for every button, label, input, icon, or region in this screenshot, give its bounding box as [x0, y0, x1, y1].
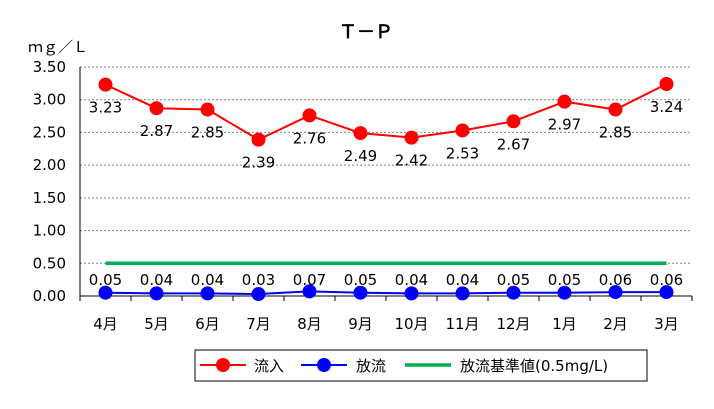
x-tick-label: 7月	[246, 315, 271, 333]
data-point-0	[404, 130, 419, 145]
x-tick-label: 12月	[496, 315, 530, 333]
grid-lines	[80, 66, 692, 264]
data-point-0	[506, 114, 521, 129]
data-point-0	[200, 102, 215, 117]
y-tick-label: 2.00	[33, 156, 66, 174]
data-label: 2.39	[242, 154, 275, 172]
y-tick-label: 0.00	[33, 287, 66, 305]
data-point-0	[251, 132, 266, 147]
x-tick-label: 9月	[348, 315, 373, 333]
data-point-1	[557, 285, 572, 300]
data-label: 2.87	[140, 122, 173, 140]
legend-label: 流入	[254, 357, 284, 375]
y-tick-label: 1.50	[33, 189, 66, 207]
data-labels: 3.23 2.87 2.85 2.39 2.76 2.49 2.42 2.53 2.67 2.97…	[89, 98, 683, 289]
y-tick-label: 1.00	[33, 222, 66, 240]
y-tick-label: 0.50	[33, 254, 66, 272]
legend: 流入 放流 放流基準値(0.5mg/L)	[194, 349, 648, 382]
x-tick-label: 11月	[445, 315, 479, 333]
x-tick-label: 2月	[603, 315, 628, 333]
data-label: 0.06	[599, 271, 632, 289]
data-label: 0.07	[293, 271, 326, 289]
x-tick-label: 1月	[552, 315, 577, 333]
data-point-1	[98, 285, 113, 300]
x-axis-ticks: 4月 5月 6月 7月 8月 9月 10月 11月 12月 1月 2月 3月	[79, 296, 693, 333]
data-label: 2.76	[293, 129, 326, 147]
y-tick-label: 3.50	[33, 58, 66, 76]
data-point-0	[455, 123, 470, 138]
series-line-0	[105, 83, 667, 141]
y-tick-label: 3.00	[33, 91, 66, 109]
data-point-0	[659, 77, 674, 92]
x-tick-label: 6月	[195, 315, 220, 333]
data-label: 0.04	[395, 271, 428, 289]
data-point-1	[404, 286, 419, 301]
data-point-1	[659, 285, 674, 300]
x-tick-label: 10月	[394, 315, 428, 333]
data-label: 2.67	[497, 135, 530, 153]
data-label: 0.05	[89, 271, 122, 289]
data-label: 2.85	[191, 124, 224, 142]
data-point-1	[200, 286, 215, 301]
axes	[79, 67, 692, 297]
legend-swatch-marker	[317, 358, 331, 372]
data-label: 2.53	[446, 144, 479, 162]
data-label: 2.49	[344, 147, 377, 165]
x-tick-label: 8月	[297, 315, 322, 333]
data-point-1	[251, 287, 266, 302]
legend-swatch-marker	[216, 358, 230, 372]
data-point-0	[557, 94, 572, 109]
data-label: 0.04	[191, 271, 224, 289]
data-label: 0.04	[446, 271, 479, 289]
data-point-0	[302, 108, 317, 123]
data-label: 2.85	[599, 124, 632, 142]
data-point-1	[302, 284, 317, 299]
y-axis-ticks: 0.00 0.50 1.00 1.50 2.00 2.50 3.00 3.50	[33, 58, 66, 305]
data-label: 0.06	[650, 271, 683, 289]
chart-title: Ｔ－Ｐ	[339, 22, 393, 43]
y-tick-label: 2.50	[33, 123, 66, 141]
data-label: 2.97	[548, 116, 581, 134]
data-label: 0.05	[548, 271, 581, 289]
x-tick-label: 3月	[654, 315, 679, 333]
data-point-0	[353, 126, 368, 141]
data-point-0	[149, 101, 164, 116]
data-point-1	[149, 286, 164, 301]
data-label: 0.03	[242, 271, 275, 289]
data-point-1	[455, 286, 470, 301]
x-tick-label: 5月	[144, 315, 169, 333]
series-layer	[98, 77, 674, 302]
data-label: 3.24	[650, 98, 683, 116]
data-point-1	[506, 285, 521, 300]
data-label: 2.42	[395, 152, 428, 170]
data-label: 3.23	[89, 99, 122, 117]
data-point-0	[98, 77, 113, 92]
x-tick-label: 4月	[93, 315, 118, 333]
legend-label: 放流基準値(0.5mg/L)	[460, 357, 608, 375]
series-line-1	[105, 290, 667, 296]
data-label: 0.05	[344, 271, 377, 289]
data-point-0	[608, 102, 623, 117]
y-axis-unit-label: ｍｇ／Ｌ	[28, 38, 88, 56]
data-label: 0.04	[140, 271, 173, 289]
legend-label: 放流	[356, 357, 386, 375]
data-point-1	[608, 285, 623, 300]
data-label: 0.05	[497, 271, 530, 289]
data-point-1	[353, 285, 368, 300]
